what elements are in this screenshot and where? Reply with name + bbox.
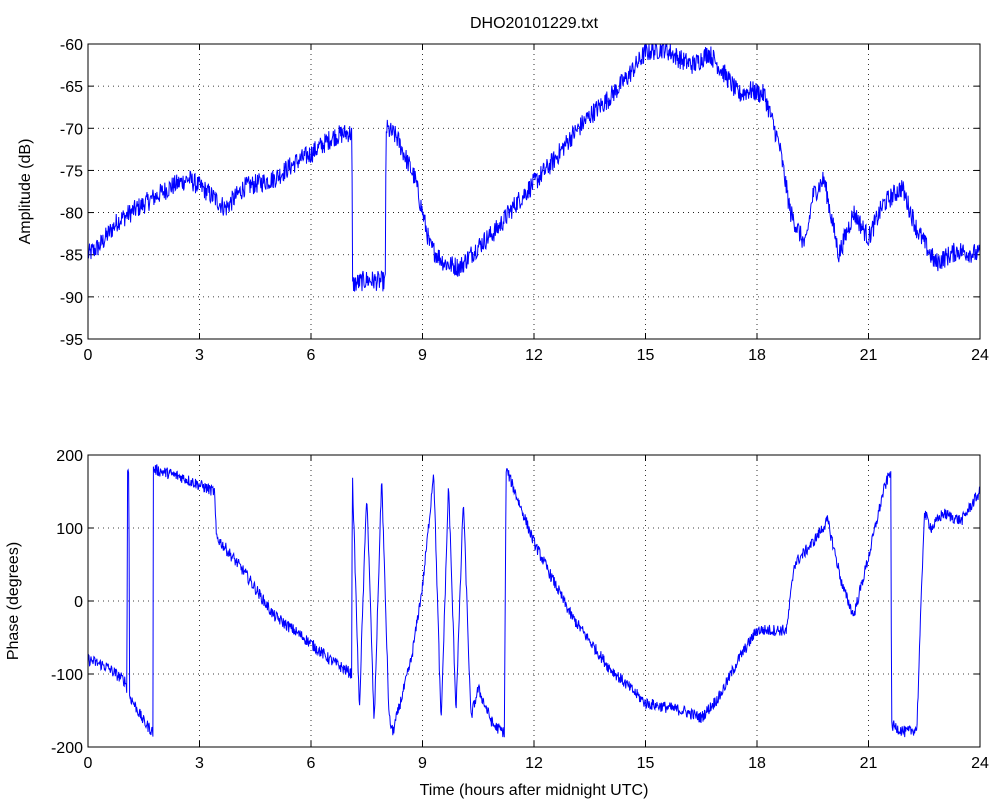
y-tick-label: -95: [60, 332, 83, 349]
x-tick-label: 24: [971, 347, 989, 364]
y-tick-label: -65: [60, 79, 83, 96]
amplitude-ylabel: Amplitude (dB): [17, 139, 34, 245]
y-tick-label: -200: [51, 740, 83, 757]
phase-grid: [88, 455, 980, 747]
y-tick-label: -100: [51, 667, 83, 684]
y-tick-label: 0: [74, 594, 83, 611]
amplitude-ticks: 0 3 6 9 12 15 18 21 24 -95 -90 -85 -80 -75 -70 -65 -60: [60, 37, 989, 364]
x-tick-label: 12: [525, 347, 543, 364]
series-line: [87, 43, 981, 292]
y-tick-label: -85: [60, 248, 83, 265]
series-line: [87, 464, 981, 738]
phase-ticks: 0 3 6 9 12 15 18 21 24 -200 -100 0 100 200: [51, 448, 989, 772]
y-tick-label: 100: [56, 521, 83, 538]
phase-axes: 0 3 6 9 12 15 18 21 24 -200 -100 0 100 200: [51, 448, 989, 772]
y-tick-label: -75: [60, 163, 83, 180]
amplitude-axes: 0 3 6 9 12 15 18 21 24 -95 -90 -85 -80 -75 -70 -65 -60: [60, 37, 989, 364]
amplitude-series: [87, 43, 981, 292]
x-tick-label: 9: [418, 347, 427, 364]
y-tick-label: -80: [60, 206, 83, 223]
amplitude-plot-title: DHO20101229.txt: [470, 15, 599, 32]
y-tick-label: 200: [56, 448, 83, 465]
x-tick-label: 6: [307, 755, 316, 772]
x-tick-label: 18: [748, 347, 766, 364]
y-tick-label: -60: [60, 37, 83, 54]
amplitude-grid: [88, 44, 980, 339]
y-tick-label: -70: [60, 121, 83, 138]
phase-ylabel: Phase (degrees): [5, 542, 22, 660]
phase-xlabel: Time (hours after midnight UTC): [420, 782, 649, 799]
x-tick-label: 6: [307, 347, 316, 364]
x-tick-label: 0: [84, 347, 93, 364]
amplitude-frame: [87, 43, 981, 340]
x-tick-label: 24: [971, 755, 989, 772]
x-tick-label: 3: [195, 755, 204, 772]
y-tick-label: -90: [60, 290, 83, 307]
x-tick-label: 15: [637, 347, 655, 364]
x-tick-label: 18: [748, 755, 766, 772]
phase-frame: [87, 454, 981, 748]
phase-series: [87, 464, 981, 738]
x-tick-label: 9: [418, 755, 427, 772]
x-tick-label: 0: [84, 755, 93, 772]
x-tick-label: 15: [637, 755, 655, 772]
x-tick-label: 12: [525, 755, 543, 772]
x-tick-label: 21: [860, 755, 878, 772]
x-tick-label: 21: [860, 347, 878, 364]
x-tick-label: 3: [195, 347, 204, 364]
